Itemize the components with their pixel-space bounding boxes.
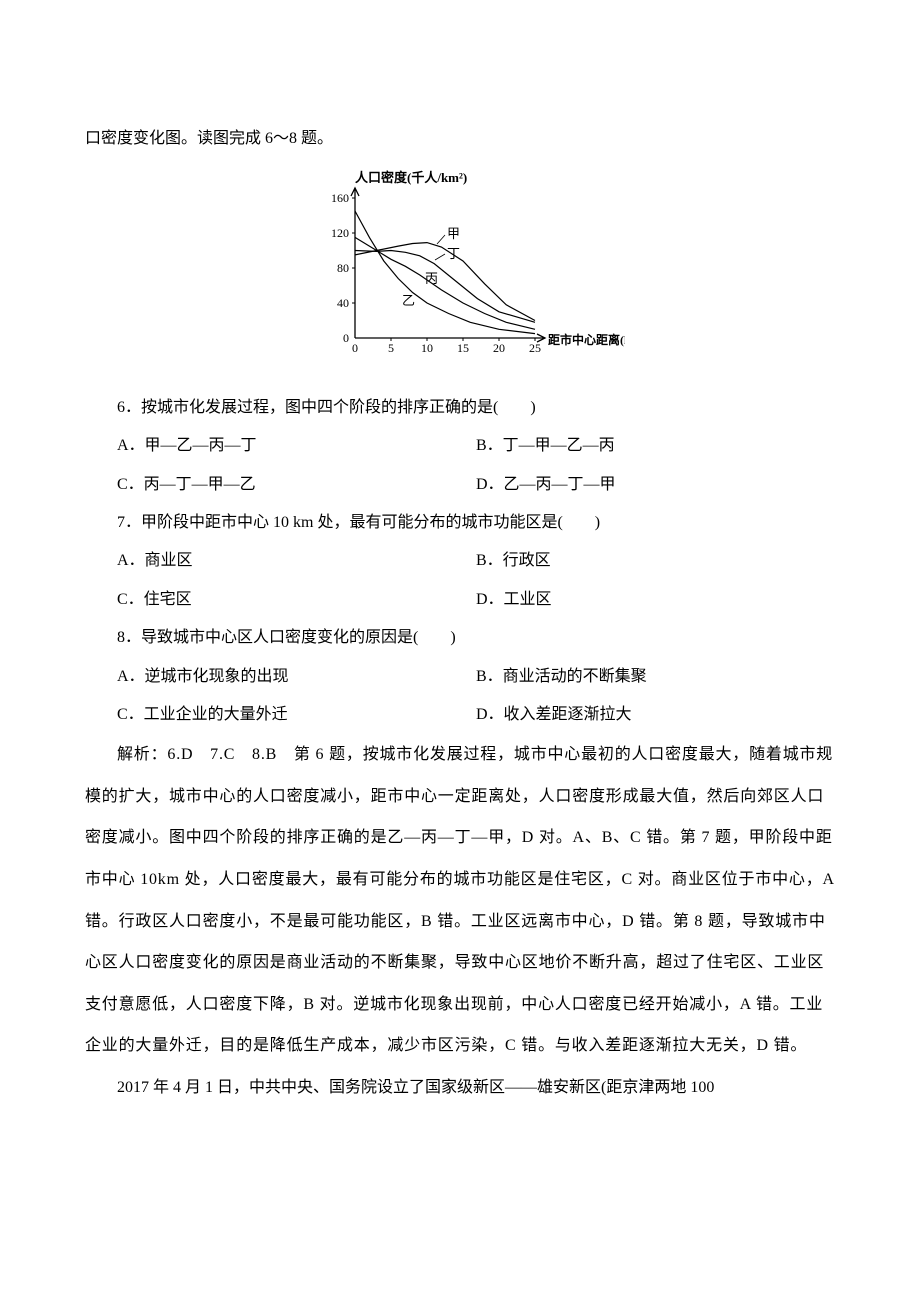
q7-options-row1: A．商业区 B．行政区 [85, 542, 835, 580]
density-chart: 人口密度(千人/km²) 0 40 80 120 160 [85, 168, 835, 373]
q6-opt-c: C．丙—丁—甲—乙 [117, 466, 476, 504]
q8-stem: 8．导致城市中心区人口密度变化的原因是( ) [85, 619, 835, 657]
svg-text:0: 0 [343, 331, 349, 345]
svg-text:40: 40 [337, 296, 349, 310]
svg-text:120: 120 [331, 226, 349, 240]
svg-text:0: 0 [352, 341, 358, 355]
intro-text: 口密度变化图。读图完成 6～8 题。 [85, 120, 835, 158]
q8-opt-a: A．逆城市化现象的出现 [117, 658, 476, 696]
explanation-text: 解析：6.D 7.C 8.B 第 6 题，按城市化发展过程，城市中心最初的人口密… [85, 734, 835, 1067]
svg-text:甲: 甲 [447, 226, 460, 241]
svg-text:10: 10 [421, 341, 433, 355]
q8-opt-b: B．商业活动的不断集聚 [476, 658, 835, 696]
x-ticks: 0 5 10 15 20 25 [352, 338, 541, 355]
svg-text:80: 80 [337, 261, 349, 275]
y-axis-label: 人口密度(千人/km²) [355, 170, 467, 185]
q8-options-row1: A．逆城市化现象的出现 B．商业活动的不断集聚 [85, 658, 835, 696]
q7-opt-c: C．住宅区 [117, 581, 476, 619]
q8-opt-c: C．工业企业的大量外迁 [117, 696, 476, 734]
axes [351, 188, 545, 342]
q6-options-row2: C．丙—丁—甲—乙 D．乙—丙—丁—甲 [85, 466, 835, 504]
q6-opt-a: A．甲—乙—丙—丁 [117, 427, 476, 465]
svg-text:15: 15 [457, 341, 469, 355]
y-ticks: 0 40 80 120 160 [331, 191, 355, 345]
q8-opt-d: D．收入差距逐渐拉大 [476, 696, 835, 734]
svg-text:5: 5 [388, 341, 394, 355]
svg-text:丙: 丙 [425, 271, 438, 286]
svg-text:20: 20 [493, 341, 505, 355]
x-axis-label: 距市中心距离(km) [548, 332, 625, 347]
q6-stem: 6．按城市化发展过程，图中四个阶段的排序正确的是( ) [85, 389, 835, 427]
page-container: 口密度变化图。读图完成 6～8 题。 人口密度(千人/km²) 0 40 80 [0, 0, 920, 1169]
svg-text:乙: 乙 [402, 293, 415, 308]
q8-options-row2: C．工业企业的大量外迁 D．收入差距逐渐拉大 [85, 696, 835, 734]
chart-svg: 人口密度(千人/km²) 0 40 80 120 160 [295, 168, 625, 358]
final-paragraph: 2017 年 4 月 1 日，中共中央、国务院设立了国家级新区——雄安新区(距京… [85, 1067, 835, 1109]
q6-options-row1: A．甲—乙—丙—丁 B．丁—甲—乙—丙 [85, 427, 835, 465]
svg-text:25: 25 [529, 341, 541, 355]
q7-opt-a: A．商业区 [117, 542, 476, 580]
q6-opt-d: D．乙—丙—丁—甲 [476, 466, 835, 504]
q6-opt-b: B．丁—甲—乙—丙 [476, 427, 835, 465]
q7-stem: 7．甲阶段中距市中心 10 km 处，最有可能分布的城市功能区是( ) [85, 504, 835, 542]
q7-opt-d: D．工业区 [476, 581, 835, 619]
svg-text:丁: 丁 [447, 246, 460, 261]
q7-options-row2: C．住宅区 D．工业区 [85, 581, 835, 619]
svg-text:160: 160 [331, 191, 349, 205]
q7-opt-b: B．行政区 [476, 542, 835, 580]
chart-lines [355, 211, 535, 334]
